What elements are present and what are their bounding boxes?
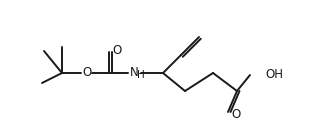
Text: O: O	[82, 67, 92, 79]
Text: O: O	[112, 44, 122, 58]
Text: OH: OH	[265, 69, 283, 81]
Text: H: H	[137, 70, 144, 80]
Text: O: O	[231, 107, 240, 121]
Text: N: N	[130, 67, 138, 79]
